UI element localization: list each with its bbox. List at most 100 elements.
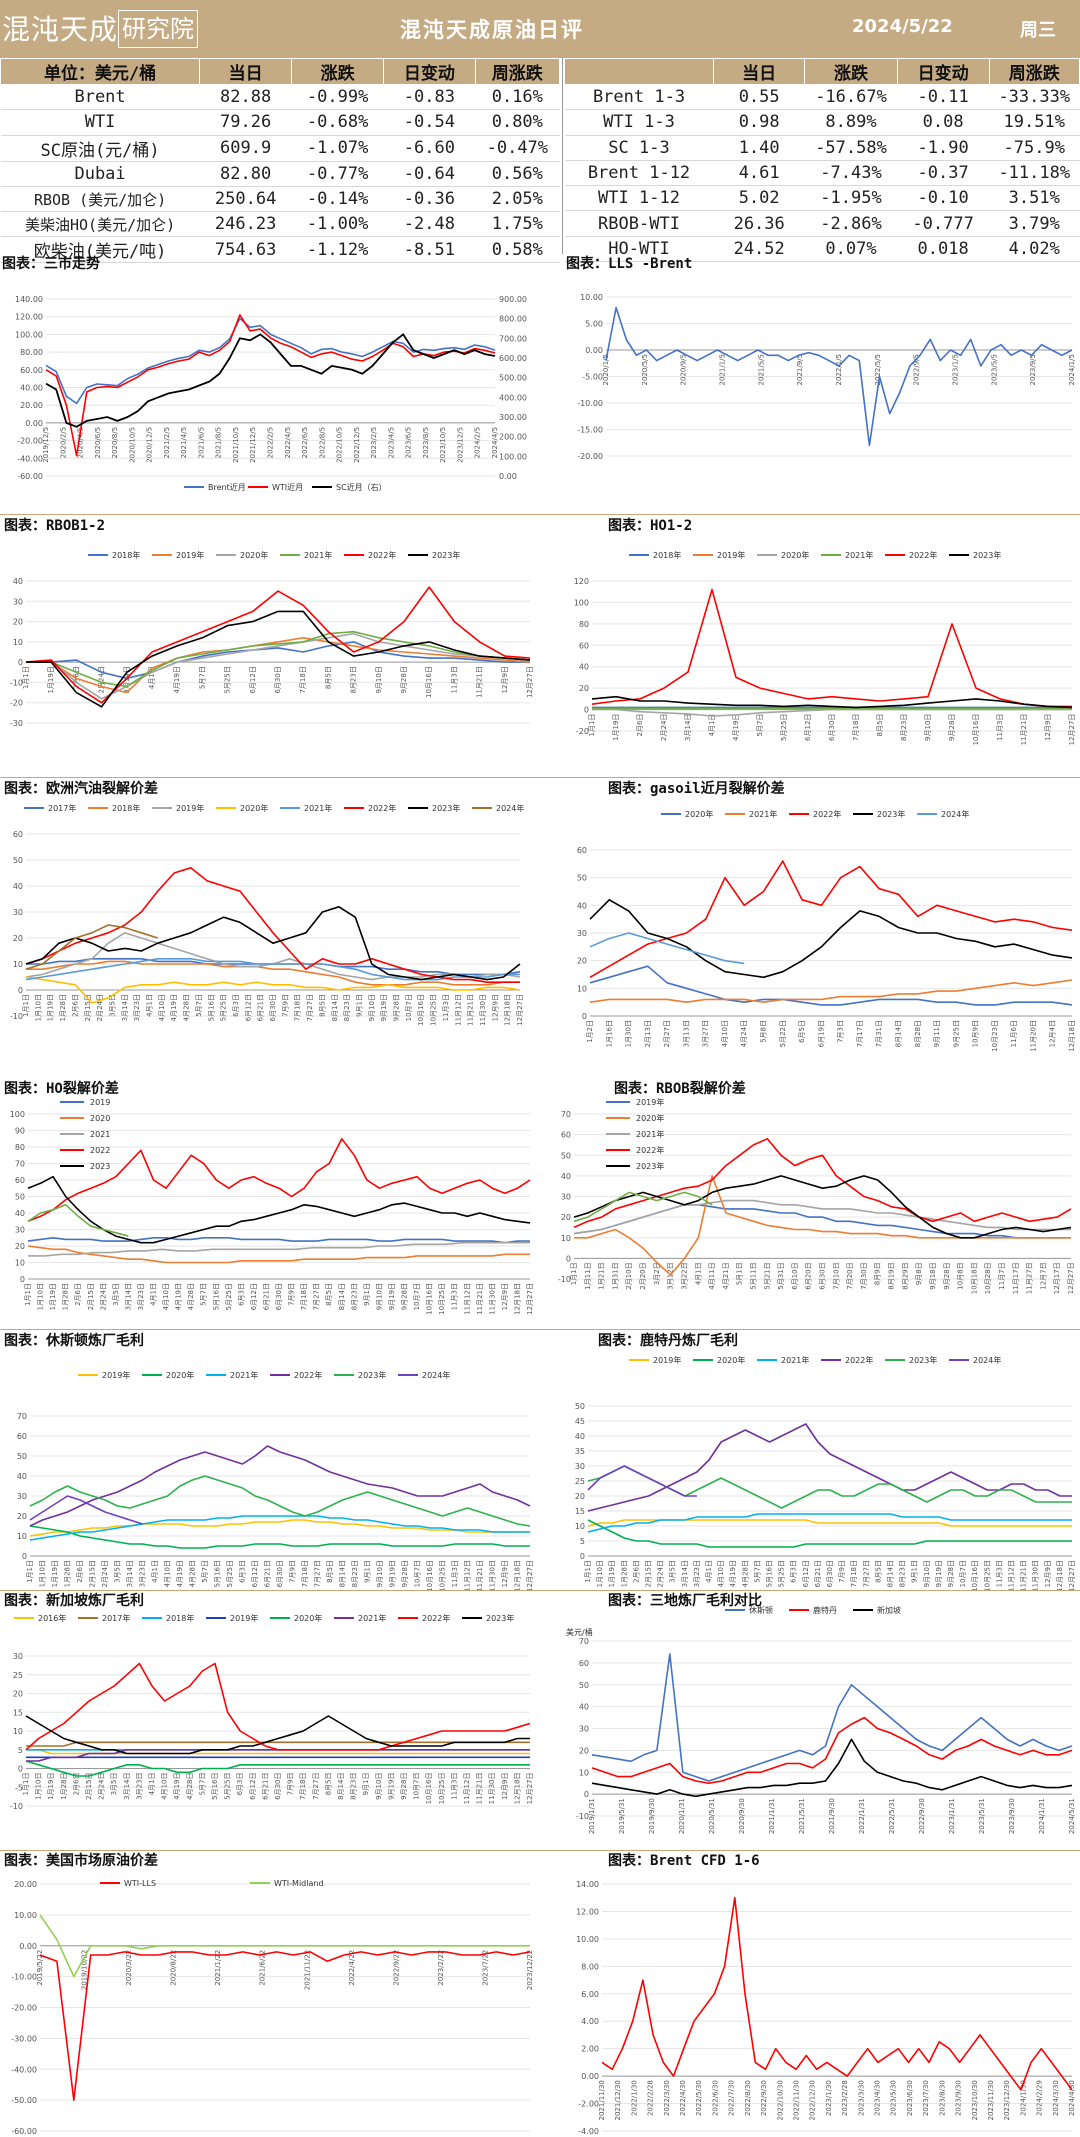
y-tick-label: 10: [13, 1727, 23, 1736]
x-tick-label: 2021/5/5: [757, 354, 765, 385]
x-tick-label: 4月10日: [717, 1560, 725, 1587]
x-tick-label: 8月23日: [350, 1773, 358, 1800]
x-tick-label: 1月19日: [47, 1773, 55, 1800]
x-tick-label: 1月10日: [37, 1283, 45, 1310]
x-tick-label: 2022/8/30: [744, 2080, 752, 2116]
series-line: [39, 1914, 530, 1978]
x-tick-label: 7月27日: [314, 1560, 322, 1587]
y-tick-label: 5.00: [585, 320, 603, 329]
x-tick-label: 2020/9/5: [680, 354, 688, 385]
x-tick-label: 2022/6/5: [301, 427, 309, 458]
x-tick-label: 6月30日: [819, 1262, 827, 1289]
y-tick-label: 10: [577, 984, 587, 993]
x-tick-label: 2月10日: [625, 1262, 633, 1289]
table-cell: -0.64: [383, 161, 476, 187]
x-tick-label: 2023/1/30: [825, 2080, 833, 2116]
x-tick-label: 8月23日: [899, 1560, 907, 1587]
chart-svg: 120 100 80 60 40 20 0 -20 1月1日 1月19日 2月6日 2月24日 3月14…: [574, 550, 1076, 746]
divider: [0, 514, 1080, 515]
y-tick-label: 70: [561, 1110, 571, 1119]
y-tick-label: -4.00: [578, 2127, 599, 2136]
x-tick-label: 5月25日: [224, 666, 232, 693]
x-tick-label: 2020/2/5: [59, 427, 67, 458]
x-tick-label: 9月28日: [943, 1262, 951, 1289]
y-tick-label: -10: [576, 1812, 589, 1821]
row-label: WTI 1-12: [564, 185, 714, 212]
y-tick-label: 50: [13, 856, 23, 865]
x-tick-label: 4月1日: [150, 1283, 158, 1306]
y-tick-label: 100.00: [15, 330, 43, 339]
x-tick-label: 1月1日: [24, 1283, 32, 1306]
table-cell: 1.75%: [475, 211, 560, 238]
x-tick-label: 1月2日: [586, 1020, 594, 1043]
x-tick-label: 6月30日: [275, 1283, 283, 1310]
chart-title: 图表：美国市场原油价差: [4, 1853, 158, 1869]
table-row: SC 1-3 1.40 -57.58% -1.90 -75.9%: [564, 135, 1080, 161]
x-tick-label: 2月24日: [99, 1283, 107, 1310]
x-tick-label: 12月27日: [1068, 1560, 1076, 1590]
x-tick-label: 2023/2/5: [370, 427, 378, 458]
x-tick-label: 2024/3/30: [1052, 2080, 1060, 2116]
x-tick-label: 2023/7/30: [922, 2080, 930, 2116]
x-tick-label: 2月24日: [96, 994, 104, 1021]
y-tick-label: 14.00: [576, 1880, 599, 1889]
table-row: 欧柴油(美元/吨) 754.63 -1.12% -8.51 0.58%: [0, 236, 560, 264]
y-tick-label: 0: [584, 706, 589, 715]
x-tick-label: 8月5日: [876, 714, 884, 737]
x-tick-label: 1月11日: [584, 1262, 592, 1289]
legend-label: 2022年: [813, 809, 841, 819]
report-date: 2024/5/22: [852, 16, 953, 37]
x-tick-label: 2023/8/5: [422, 427, 430, 458]
table-row: SC原油(元/桶) 609.9 -1.07% -6.60 -0.47%: [0, 135, 560, 162]
x-tick-label: 10月25日: [439, 1560, 447, 1590]
legend-label: 2023年: [432, 550, 460, 560]
legend-label: 2021年: [304, 803, 332, 813]
y-tick-label: -10: [10, 1802, 23, 1811]
x-tick-label: 6月12日: [244, 994, 252, 1021]
x-tick-label: 2023/12/22: [526, 1950, 534, 1990]
table-cell: 4.02%: [989, 236, 1080, 263]
y-tick-label: 60: [579, 641, 589, 650]
x-tick-label: 1月1日: [570, 1262, 578, 1285]
legend-label: 新加坡: [877, 1606, 901, 1615]
y-tick-label: 45: [575, 1417, 585, 1426]
x-tick-label: 7月27日: [313, 1283, 321, 1310]
chart-panel: 图表：RBOB裂解价差 70 60 50 40 30 20 10 0 -10 1月1日 1月11日 1月…: [546, 1078, 1080, 1328]
y-tick-label: 50: [577, 874, 587, 883]
x-tick-label: 10月16日: [972, 714, 980, 746]
y-tick-label: 50: [575, 1402, 585, 1411]
x-tick-label: 2024/1/31: [1038, 1798, 1046, 1834]
chart-title: 图表：休斯顿炼厂毛利: [4, 1333, 144, 1349]
chart-svg: 70 60 50 40 30 20 10 0 -10 2019/1/31 2019/5/31 2019…: [566, 1606, 1076, 1834]
chart-panel: 图表：gasoil近月裂解价差 60 50 40 30 20 10 0 1月2日 1月16日 1月3…: [562, 778, 1080, 1078]
x-tick-label: 7月20日: [846, 1262, 854, 1289]
x-tick-label: 5月11日: [749, 1262, 757, 1289]
y-tick-label: 25: [13, 1671, 23, 1680]
x-tick-label: 2023/7/22: [481, 1950, 489, 1986]
report-header: 混沌天成 研究院 混沌天成原油日评 2024/5/22 周三: [0, 0, 1080, 58]
y-tick-label: -20: [576, 727, 589, 736]
table-cell: 246.23: [199, 211, 292, 238]
table-cell: -6.60: [383, 135, 476, 162]
legend-label: 2018年: [653, 550, 681, 560]
x-tick-label: 3月5日: [110, 1773, 118, 1796]
x-tick-label: 3月14日: [121, 994, 129, 1021]
x-tick-label: 4月19日: [170, 994, 178, 1021]
y-tick-label: 80: [15, 1143, 25, 1152]
legend-label: 2024年: [422, 1370, 450, 1380]
x-tick-label: 2022/9/30: [760, 2080, 768, 2116]
x-tick-label: 2022/4/22: [348, 1950, 356, 1986]
x-tick-label: 10月25日: [438, 1283, 446, 1315]
legend-label: 2021年: [230, 1370, 258, 1380]
legend-label: 2023年: [432, 803, 460, 813]
x-tick-label: 6月3日: [232, 994, 240, 1017]
x-tick-label: 1月19日: [612, 714, 620, 741]
x-tick-label: 6月20日: [805, 1262, 813, 1289]
row-label: RBOB-WTI: [564, 210, 714, 237]
legend-label: 2021年: [358, 1613, 386, 1623]
y-tick-label: 20: [577, 957, 587, 966]
x-tick-label: 7月9日: [838, 1560, 846, 1583]
x-tick-label: 1月10日: [34, 994, 42, 1021]
x-tick-label: 11月21日: [476, 666, 484, 698]
